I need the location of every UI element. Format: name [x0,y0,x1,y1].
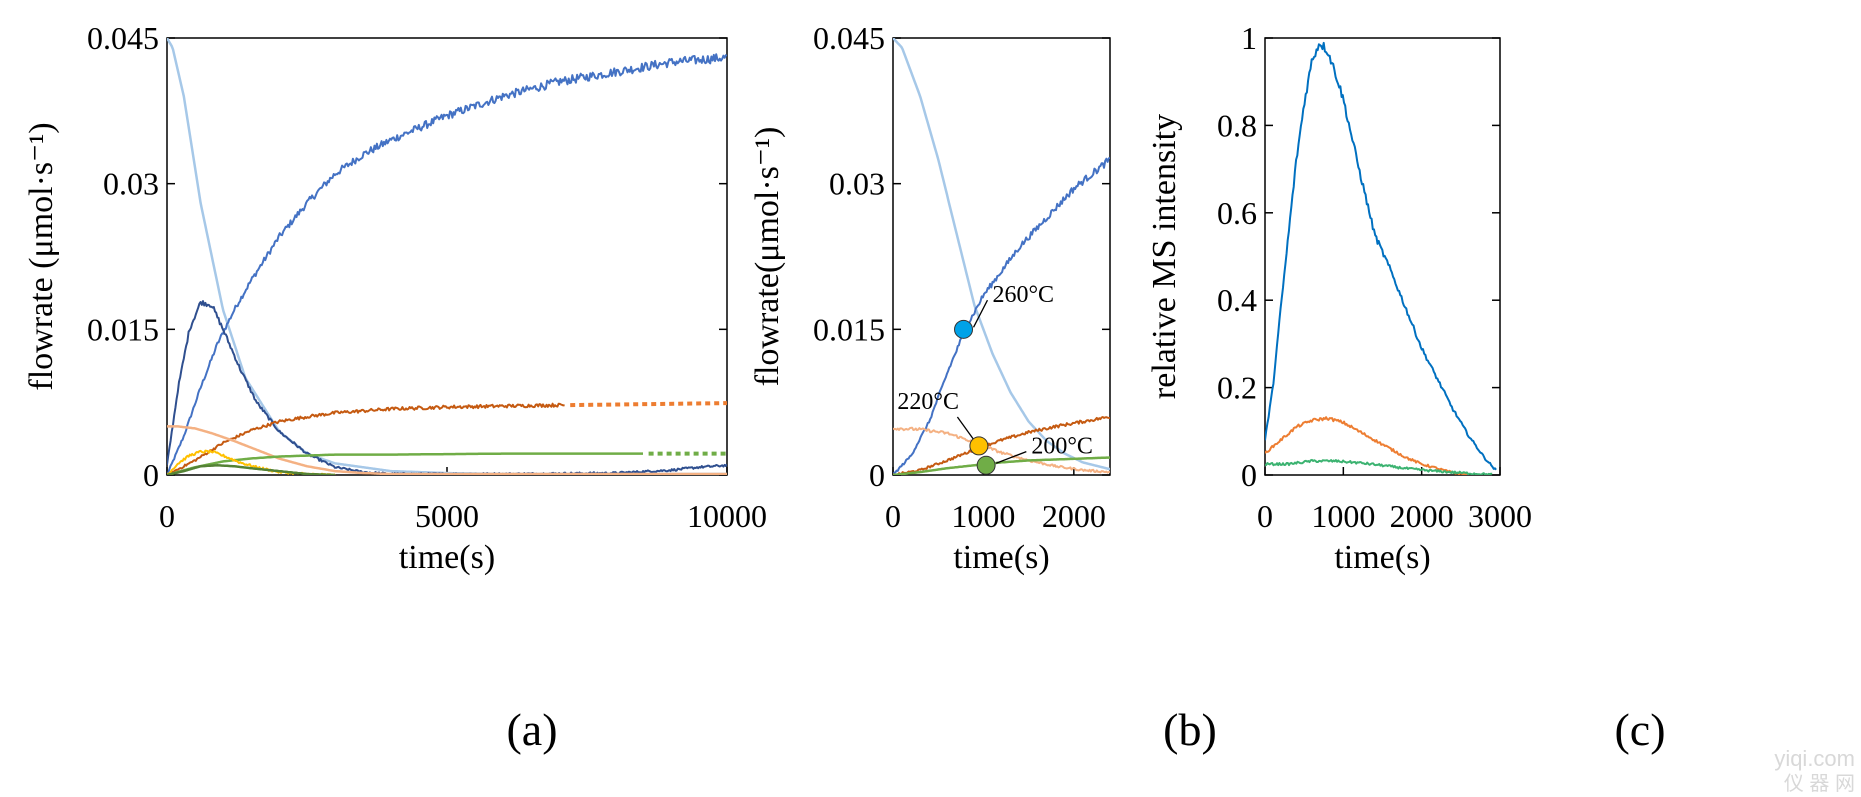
series-line [893,156,1110,475]
series-line [1265,458,1493,475]
panel-label-b: (b) [1163,704,1217,755]
series-line [570,401,727,408]
x-tick-label: 1000 [951,498,1015,534]
x-tick-label: 10000 [687,498,767,534]
series-line [167,452,644,475]
series-line [893,426,1110,474]
temperature-marker [976,455,996,475]
series-line [893,456,1110,475]
series-line [167,402,565,475]
y-tick-label: 0.03 [829,166,885,202]
x-tick-label: 0 [885,498,901,534]
series-line [167,464,336,475]
annotation-label: 260°C [992,282,1054,308]
series-line [167,53,727,475]
annotation-arrow [972,299,989,328]
y-tick-label: 0.4 [1217,282,1257,318]
x-axis-label: time(s) [953,539,1049,576]
plot-area [167,38,727,475]
panel-label-a: (a) [506,704,557,755]
y-tick-label: 0.045 [87,20,159,56]
y-tick-label: 0.8 [1217,107,1257,143]
temperature-annotation: 220°C [897,389,989,456]
y-tick-label: 0.2 [1217,370,1257,406]
series-line [1265,41,1497,471]
annotation-arrow [956,416,975,441]
y-tick-label: 1 [1241,20,1257,56]
watermark-line2: 仪 器 网 [1784,773,1855,795]
x-tick-label: 0 [159,498,175,534]
series-line [167,425,727,475]
x-axis-label: time(s) [1334,539,1430,576]
chart-b: 0 0.015 0.03 0.045 0 1000 2000 time(s) flowrate(… [749,20,1111,576]
x-tick-label: 2000 [1042,498,1106,534]
plot-frame [1264,37,1501,476]
temperature-marker [954,319,974,339]
panel-label-c: (c) [1614,704,1665,755]
chart-a: 0 0.015 0.03 0.045 0 5000 10000 time(s) flowrate… [23,20,767,576]
x-axis-label: time(s) [399,539,495,576]
y-axis-label: flowrate (μmol·s⁻¹) [23,122,60,390]
y-tick-label: 0 [143,457,159,493]
x-tick-label: 0 [1257,498,1273,534]
x-tick-label: 2000 [1390,498,1454,534]
y-tick-label: 0.045 [813,20,885,56]
y-axis-label: relative MS intensity [1146,114,1183,399]
y-tick-label: 0.015 [87,311,159,347]
annotation-arrow [995,451,1027,464]
series-line [1265,416,1469,475]
chart-c: 0 0.2 0.4 0.6 0.8 1 0 1000 2000 3000 time(s) relati… [1146,20,1532,576]
temperature-annotation: 200°C [976,434,1093,475]
temperature-marker [969,436,989,456]
y-tick-label: 0.015 [813,311,885,347]
x-tick-label: 3000 [1468,498,1532,534]
plot-area [893,38,1110,475]
y-tick-label: 0 [1241,457,1257,493]
y-axis-label: flowrate(μmol·s⁻¹) [749,127,786,387]
y-tick-label: 0.6 [1217,195,1257,231]
y-tick-label: 0 [869,457,885,493]
series-line [893,416,1110,475]
plot-area [1265,41,1497,475]
annotation-label: 200°C [1031,434,1093,460]
plot-frame [166,37,728,476]
plot-frame [892,37,1111,476]
x-tick-label: 1000 [1311,498,1375,534]
x-tick-label: 5000 [415,498,479,534]
y-tick-label: 0.03 [103,166,159,202]
temperature-annotation: 260°C [954,282,1054,339]
annotation-label: 220°C [897,389,959,415]
watermark-line1: yiqi.com [1774,746,1855,771]
